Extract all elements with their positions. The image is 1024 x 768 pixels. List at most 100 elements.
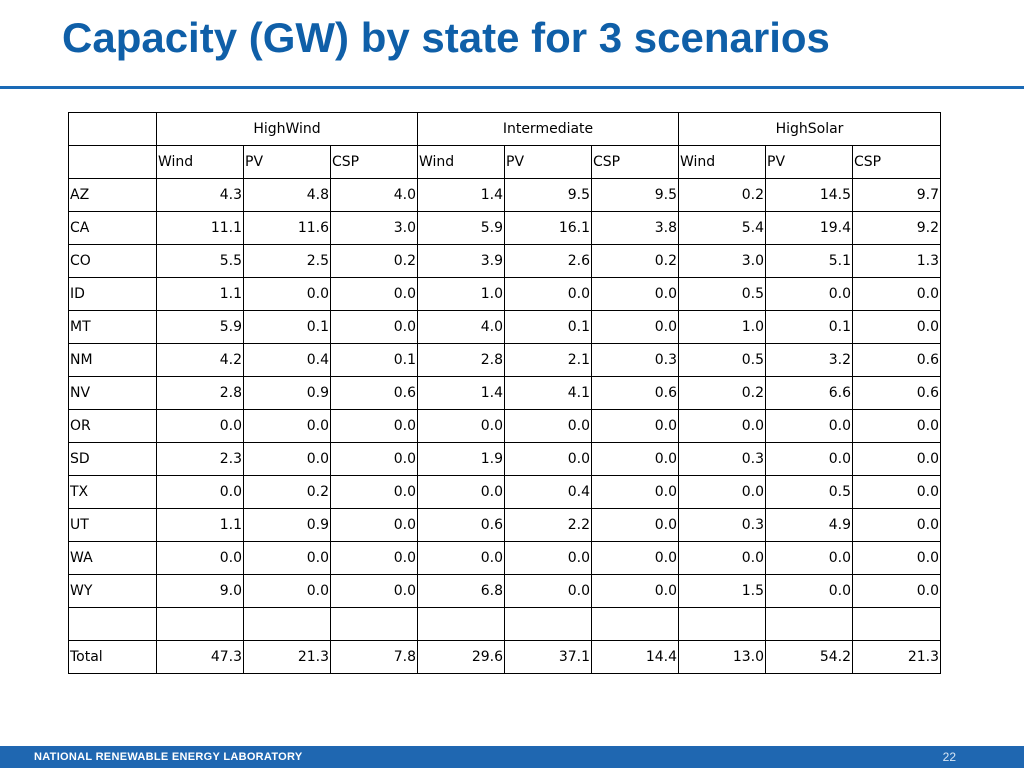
value-cell: 0.2 — [330, 244, 418, 278]
value-cell: 0.0 — [591, 277, 679, 311]
empty-cell — [591, 607, 679, 641]
value-cell: 0.0 — [765, 574, 853, 608]
empty-cell — [765, 607, 853, 641]
total-value-cell: 29.6 — [417, 640, 505, 674]
value-cell: 0.0 — [852, 277, 941, 311]
value-cell: 0.2 — [678, 376, 766, 410]
total-value-cell: 54.2 — [765, 640, 853, 674]
corner-cell — [68, 112, 157, 146]
state-cell: OR — [68, 409, 157, 443]
value-cell: 0.0 — [852, 409, 941, 443]
value-cell: 14.5 — [765, 178, 853, 212]
value-cell: 0.0 — [243, 541, 331, 575]
value-cell: 4.0 — [330, 178, 418, 212]
value-cell: 9.2 — [852, 211, 941, 245]
value-cell: 0.0 — [852, 574, 941, 608]
empty-cell — [852, 607, 941, 641]
value-cell: 0.3 — [678, 508, 766, 542]
value-cell: 2.3 — [156, 442, 244, 476]
technology-header: Wind — [678, 145, 766, 179]
state-cell: ID — [68, 277, 157, 311]
value-cell: 0.0 — [504, 277, 592, 311]
subheader-row: Wind PV CSP Wind PV CSP Wind PV CSP — [68, 145, 941, 179]
table-row: UT 1.1 0.9 0.0 0.6 2.2 0.0 0.3 4.9 0.0 — [68, 508, 941, 542]
value-cell: 0.0 — [330, 277, 418, 311]
value-cell: 0.0 — [156, 409, 244, 443]
technology-header: PV — [504, 145, 592, 179]
scenario-header: Intermediate — [417, 112, 679, 146]
table-row: MT 5.9 0.1 0.0 4.0 0.1 0.0 1.0 0.1 0.0 — [68, 310, 941, 344]
state-cell: CO — [68, 244, 157, 278]
value-cell: 2.8 — [156, 376, 244, 410]
empty-cell — [68, 607, 157, 641]
value-cell: 1.9 — [417, 442, 505, 476]
technology-header: Wind — [417, 145, 505, 179]
table-row: CO 5.5 2.5 0.2 3.9 2.6 0.2 3.0 5.1 1.3 — [68, 244, 941, 278]
value-cell: 2.8 — [417, 343, 505, 377]
value-cell: 0.1 — [504, 310, 592, 344]
value-cell: 0.0 — [591, 574, 679, 608]
value-cell: 5.9 — [417, 211, 505, 245]
value-cell: 0.6 — [852, 376, 941, 410]
total-value-cell: 37.1 — [504, 640, 592, 674]
value-cell: 0.3 — [591, 343, 679, 377]
value-cell: 0.0 — [243, 409, 331, 443]
value-cell: 1.4 — [417, 178, 505, 212]
empty-cell — [330, 607, 418, 641]
technology-header: PV — [765, 145, 853, 179]
value-cell: 0.0 — [330, 442, 418, 476]
value-cell: 0.0 — [678, 541, 766, 575]
state-cell: SD — [68, 442, 157, 476]
value-cell: 0.0 — [591, 508, 679, 542]
table-row: TX 0.0 0.2 0.0 0.0 0.4 0.0 0.0 0.5 0.0 — [68, 475, 941, 509]
value-cell: 0.0 — [678, 475, 766, 509]
table-row: NV 2.8 0.9 0.6 1.4 4.1 0.6 0.2 6.6 0.6 — [68, 376, 941, 410]
value-cell: 1.4 — [417, 376, 505, 410]
capacity-table: HighWind Intermediate HighSolar Wind PV CSP Wi… — [68, 112, 941, 674]
state-cell: TX — [68, 475, 157, 509]
value-cell: 2.2 — [504, 508, 592, 542]
value-cell: 9.7 — [852, 178, 941, 212]
value-cell: 4.0 — [417, 310, 505, 344]
technology-header: CSP — [591, 145, 679, 179]
value-cell: 0.0 — [243, 574, 331, 608]
value-cell: 0.0 — [330, 409, 418, 443]
value-cell: 0.0 — [330, 475, 418, 509]
state-cell: CA — [68, 211, 157, 245]
value-cell: 0.0 — [243, 277, 331, 311]
value-cell: 0.0 — [852, 475, 941, 509]
value-cell: 1.1 — [156, 508, 244, 542]
value-cell: 5.5 — [156, 244, 244, 278]
value-cell: 0.0 — [591, 310, 679, 344]
value-cell: 0.0 — [765, 442, 853, 476]
value-cell: 1.0 — [417, 277, 505, 311]
value-cell: 0.0 — [678, 409, 766, 443]
state-cell: MT — [68, 310, 157, 344]
value-cell: 0.1 — [243, 310, 331, 344]
value-cell: 5.1 — [765, 244, 853, 278]
value-cell: 4.1 — [504, 376, 592, 410]
value-cell: 0.0 — [591, 475, 679, 509]
value-cell: 3.0 — [330, 211, 418, 245]
value-cell: 0.5 — [678, 277, 766, 311]
page-number: 22 — [942, 750, 956, 764]
value-cell: 0.0 — [330, 310, 418, 344]
state-cell: WY — [68, 574, 157, 608]
value-cell: 0.0 — [852, 541, 941, 575]
value-cell: 4.8 — [243, 178, 331, 212]
value-cell: 0.0 — [591, 409, 679, 443]
total-value-cell: 13.0 — [678, 640, 766, 674]
group-header-row: HighWind Intermediate HighSolar — [68, 112, 941, 146]
value-cell: 2.6 — [504, 244, 592, 278]
value-cell: 0.0 — [504, 409, 592, 443]
value-cell: 0.0 — [330, 541, 418, 575]
value-cell: 0.0 — [504, 574, 592, 608]
value-cell: 6.8 — [417, 574, 505, 608]
value-cell: 4.2 — [156, 343, 244, 377]
total-value-cell: 21.3 — [852, 640, 941, 674]
value-cell: 0.0 — [852, 508, 941, 542]
value-cell: 5.4 — [678, 211, 766, 245]
value-cell: 1.0 — [678, 310, 766, 344]
corner-cell — [68, 145, 157, 179]
value-cell: 9.0 — [156, 574, 244, 608]
